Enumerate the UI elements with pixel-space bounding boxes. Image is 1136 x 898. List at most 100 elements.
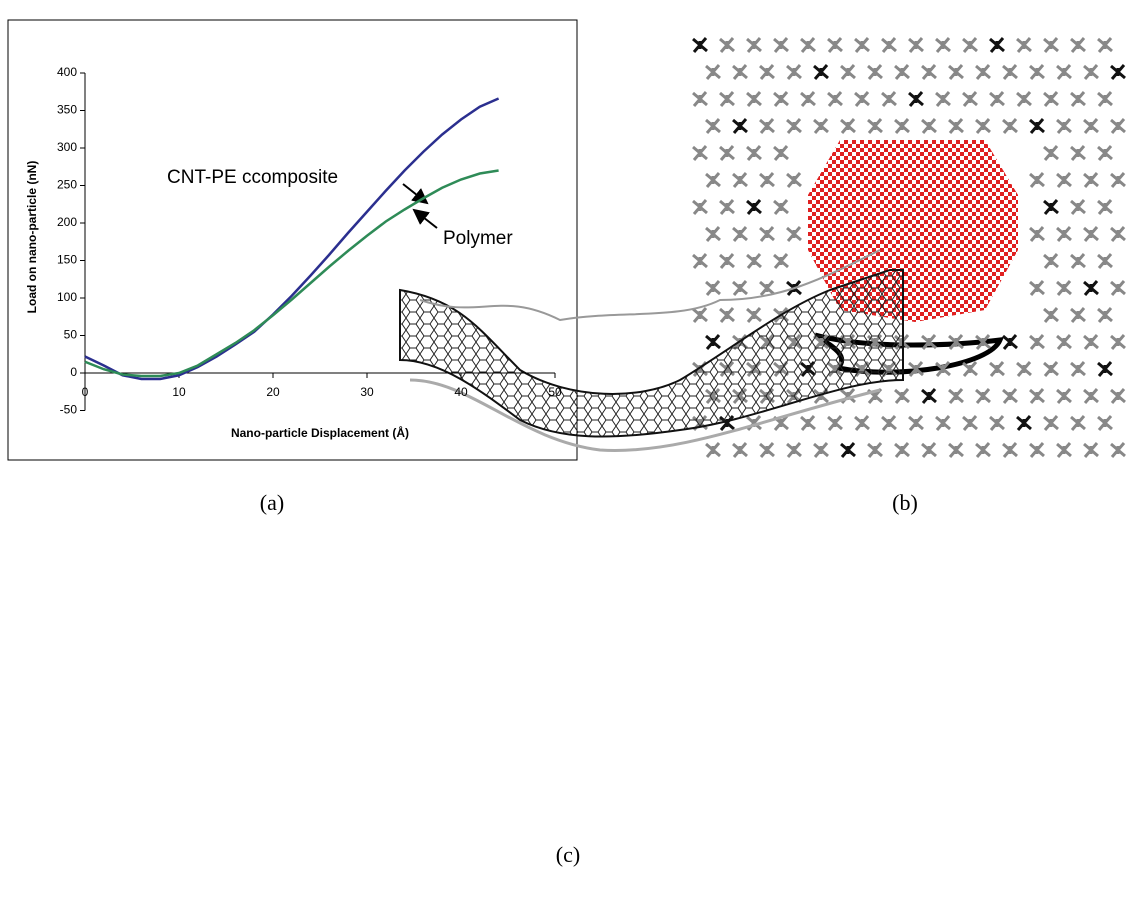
molecule bbox=[747, 254, 761, 268]
x-tick-label: 0 bbox=[82, 385, 89, 399]
y-tick-label: 0 bbox=[70, 365, 77, 379]
molecule bbox=[936, 92, 950, 106]
molecule bbox=[990, 92, 1004, 106]
molecule bbox=[895, 119, 909, 133]
molecule bbox=[1044, 38, 1058, 52]
molecule bbox=[1084, 443, 1098, 457]
molecule bbox=[693, 92, 707, 106]
molecule bbox=[747, 38, 761, 52]
molecule bbox=[1098, 200, 1112, 214]
y-tick-label: 350 bbox=[57, 103, 77, 117]
molecule bbox=[706, 173, 720, 187]
molecule bbox=[1003, 65, 1017, 79]
molecule bbox=[747, 200, 761, 214]
molecule bbox=[922, 119, 936, 133]
molecule bbox=[1030, 443, 1044, 457]
molecule bbox=[720, 200, 734, 214]
molecule bbox=[787, 173, 801, 187]
molecule bbox=[706, 65, 720, 79]
molecule bbox=[1030, 65, 1044, 79]
molecule bbox=[1057, 389, 1071, 403]
molecule bbox=[1003, 119, 1017, 133]
molecule bbox=[1057, 173, 1071, 187]
molecule bbox=[693, 254, 707, 268]
molecule bbox=[1057, 119, 1071, 133]
molecule bbox=[1030, 389, 1044, 403]
molecule bbox=[1111, 281, 1125, 295]
molecule bbox=[895, 65, 909, 79]
molecule bbox=[787, 119, 801, 133]
molecule bbox=[895, 443, 909, 457]
molecule bbox=[882, 92, 896, 106]
molecule bbox=[1071, 38, 1085, 52]
molecule bbox=[841, 119, 855, 133]
molecule bbox=[774, 254, 788, 268]
molecule bbox=[1098, 92, 1112, 106]
annotation: CNT-PE ccomposite bbox=[167, 167, 338, 188]
molecule bbox=[868, 65, 882, 79]
x-axis-title: Nano-particle Displacement (Å) bbox=[231, 425, 409, 440]
molecule bbox=[1017, 38, 1031, 52]
molecule bbox=[1098, 38, 1112, 52]
molecule bbox=[1057, 443, 1071, 457]
molecule bbox=[976, 443, 990, 457]
molecule bbox=[949, 119, 963, 133]
molecule bbox=[882, 38, 896, 52]
molecule bbox=[733, 227, 747, 241]
molecule bbox=[1003, 389, 1017, 403]
molecule bbox=[693, 146, 707, 160]
molecule bbox=[747, 146, 761, 160]
molecule bbox=[1044, 92, 1058, 106]
molecule bbox=[949, 65, 963, 79]
molecule bbox=[855, 416, 869, 430]
molecule bbox=[1071, 146, 1085, 160]
molecule bbox=[720, 146, 734, 160]
molecule bbox=[1098, 308, 1112, 322]
molecule bbox=[922, 389, 936, 403]
molecule bbox=[1084, 119, 1098, 133]
molecule bbox=[1071, 200, 1085, 214]
molecule bbox=[1084, 65, 1098, 79]
molecule bbox=[814, 119, 828, 133]
molecule bbox=[706, 119, 720, 133]
molecule bbox=[936, 38, 950, 52]
molecule bbox=[963, 416, 977, 430]
arrow bbox=[403, 184, 427, 203]
molecule bbox=[963, 92, 977, 106]
molecule bbox=[855, 92, 869, 106]
molecule bbox=[787, 227, 801, 241]
y-tick-label: 300 bbox=[57, 140, 77, 154]
molecule bbox=[1111, 227, 1125, 241]
molecule bbox=[706, 227, 720, 241]
molecule bbox=[1044, 254, 1058, 268]
molecule bbox=[760, 227, 774, 241]
molecule bbox=[1111, 65, 1125, 79]
y-tick-label: 100 bbox=[57, 290, 77, 304]
molecule bbox=[720, 254, 734, 268]
molecule bbox=[1030, 173, 1044, 187]
molecule bbox=[720, 308, 734, 322]
panel-label: (b) bbox=[892, 490, 918, 515]
molecule bbox=[1111, 443, 1125, 457]
x-tick-label: 10 bbox=[172, 385, 186, 399]
molecule bbox=[828, 92, 842, 106]
molecule bbox=[1084, 335, 1098, 349]
molecule bbox=[1084, 227, 1098, 241]
molecule bbox=[1084, 173, 1098, 187]
molecule bbox=[774, 200, 788, 214]
molecule bbox=[949, 443, 963, 457]
x-tick-label: 50 bbox=[548, 385, 562, 399]
y-axis-title: Load on nano-particle (nN) bbox=[25, 161, 39, 314]
molecule bbox=[963, 362, 977, 376]
y-tick-label: -50 bbox=[60, 403, 78, 417]
y-tick-label: 200 bbox=[57, 215, 77, 229]
molecule bbox=[1057, 65, 1071, 79]
molecule bbox=[774, 38, 788, 52]
molecule bbox=[1003, 335, 1017, 349]
molecule bbox=[693, 38, 707, 52]
molecule bbox=[1098, 416, 1112, 430]
molecule bbox=[801, 92, 815, 106]
x-tick-label: 30 bbox=[360, 385, 374, 399]
molecule bbox=[693, 200, 707, 214]
molecule bbox=[1084, 281, 1098, 295]
